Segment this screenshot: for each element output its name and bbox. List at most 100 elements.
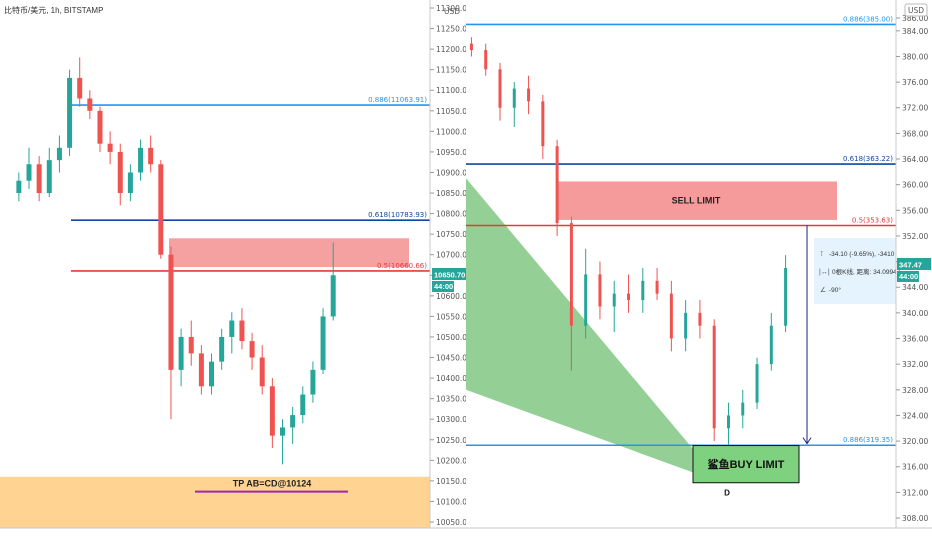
price-tick-label: 10300.00 bbox=[436, 415, 472, 424]
buy-limit-box bbox=[692, 445, 800, 484]
candle-body bbox=[148, 147, 154, 165]
candle-body bbox=[67, 77, 73, 148]
fib-levels: 0.886(11063.91) 0.618(10783.93) 0.5(10660.… bbox=[71, 96, 430, 272]
sell-zone bbox=[169, 238, 409, 268]
fib-level-label: 0.886(11063.91) bbox=[368, 96, 427, 104]
candle-body bbox=[138, 147, 144, 173]
price-tick-label: 308.00 bbox=[902, 514, 928, 523]
candle-body bbox=[755, 364, 759, 403]
price-tick-label: 356.00 bbox=[902, 206, 928, 215]
fib-level-label: 0.5(10660.66) bbox=[377, 262, 427, 270]
price-tick-label: 352.00 bbox=[902, 232, 928, 241]
fib-levels: 0.886(385.00) 0.618(363.22) 0.5(353.63) 0.8… bbox=[466, 15, 896, 447]
candle-body bbox=[209, 361, 215, 387]
left-price-tag: 10650.70 44:00 bbox=[432, 267, 466, 292]
price-tick-label: 10450.00 bbox=[436, 354, 472, 363]
fib-level-label: 0.886(319.35) bbox=[843, 436, 893, 444]
price-tick-label: 10600.00 bbox=[436, 292, 472, 301]
price-tick-label: 332.00 bbox=[902, 360, 928, 369]
candle-body bbox=[259, 357, 265, 387]
left-price-axis[interactable]: 11300.00 11250.00 11200.00 11150.00 11100.00… bbox=[430, 4, 472, 527]
countdown-value: 44:00 bbox=[899, 272, 918, 281]
right-panel[interactable]: SELL LIMIT 0.886(385.00) 0.618(363.22) 0.5… bbox=[466, 0, 931, 550]
candle-body bbox=[219, 336, 225, 362]
price-tick-label: 324.00 bbox=[902, 411, 928, 420]
price-tick-label: 320.00 bbox=[902, 437, 928, 446]
candle-body bbox=[36, 164, 42, 194]
price-tick-label: 10800.00 bbox=[436, 210, 472, 219]
candle-body bbox=[198, 353, 204, 387]
measure-tooltip: ⊺ -34.10 (-9.65%), -3410 |↔| 0根K线, 距离: 3… bbox=[814, 238, 901, 304]
price-tick-label: 10200.00 bbox=[436, 456, 472, 465]
price-tick-label: 386.00 bbox=[902, 14, 928, 23]
candle-body bbox=[168, 254, 174, 370]
price-tick-label: 11150.00 bbox=[436, 66, 472, 75]
price-tick-label: 11250.00 bbox=[436, 25, 472, 34]
candle-body bbox=[469, 43, 473, 51]
left-panel[interactable]: 0.886(11063.91) 0.618(10783.93) 0.5(10660.… bbox=[0, 0, 472, 550]
price-tick-label: 340.00 bbox=[902, 309, 928, 318]
price-tick-label: 336.00 bbox=[902, 335, 928, 344]
price-tick-label: 10250.00 bbox=[436, 436, 472, 445]
price-tick-label: 10400.00 bbox=[436, 374, 472, 383]
price-tick-label: 11300.00 bbox=[436, 4, 472, 13]
candle-body bbox=[784, 268, 788, 326]
price-tick-label: 316.00 bbox=[902, 463, 928, 472]
sell-limit-label: SELL LIMIT bbox=[672, 196, 721, 206]
candle-body bbox=[290, 415, 296, 428]
countdown-box bbox=[432, 280, 454, 292]
candle-body bbox=[584, 274, 588, 326]
measure-line2: 0根K线, 距离: 34.09947 bbox=[832, 267, 901, 276]
price-tick-label: 11100.00 bbox=[436, 86, 472, 95]
candle-body bbox=[612, 293, 616, 307]
candle-body bbox=[498, 69, 502, 108]
candle-body bbox=[97, 110, 103, 144]
price-tick-label: 364.00 bbox=[902, 155, 928, 164]
price-tick-label: 11000.00 bbox=[436, 127, 472, 136]
countdown-box bbox=[897, 270, 919, 282]
right-currency-label: USD bbox=[908, 6, 924, 15]
price-tag-value: 10650.70 bbox=[434, 270, 465, 279]
candle-body bbox=[77, 77, 83, 99]
right-price-tag: 347.47 44:00 bbox=[897, 257, 931, 282]
price-tag-box bbox=[897, 257, 931, 270]
candle-body bbox=[188, 336, 194, 354]
candle-body bbox=[280, 427, 285, 436]
candle-body bbox=[56, 147, 62, 161]
price-tick-label: 11050.00 bbox=[436, 107, 472, 116]
price-tick-label: 376.00 bbox=[902, 78, 928, 87]
left-currency-label: USD bbox=[444, 7, 460, 16]
measure-tooltip-bg bbox=[814, 238, 896, 304]
price-tick-label: 10950.00 bbox=[436, 148, 472, 157]
price-tag-box bbox=[432, 267, 466, 280]
candle-body bbox=[712, 325, 716, 429]
price-tick-label: 344.00 bbox=[902, 283, 928, 292]
candle-body bbox=[310, 369, 316, 395]
candle-body bbox=[320, 316, 326, 370]
candle-body bbox=[239, 320, 245, 342]
candle-body bbox=[117, 151, 123, 194]
fib-level-label: 0.5(353.63) bbox=[852, 217, 893, 225]
fib-level-label: 0.618(10783.93) bbox=[368, 211, 427, 219]
candle-body bbox=[684, 312, 688, 339]
candles bbox=[469, 37, 788, 461]
right-currency-badge[interactable] bbox=[904, 3, 928, 17]
candle-body bbox=[158, 164, 164, 255]
price-tick-label: 11200.00 bbox=[436, 45, 472, 54]
candle-body bbox=[698, 312, 702, 326]
price-tick-label: 372.00 bbox=[902, 104, 928, 113]
price-tick-label: 10350.00 bbox=[436, 395, 472, 404]
candle-body bbox=[229, 320, 235, 337]
candle-body bbox=[330, 275, 336, 317]
price-tick-label: 10550.00 bbox=[436, 312, 472, 321]
countdown-value: 44:00 bbox=[434, 282, 453, 291]
measure-bars-icon: |↔| bbox=[819, 269, 830, 276]
candle-body bbox=[598, 274, 602, 307]
measure-line3: -90° bbox=[829, 286, 841, 294]
candle-body bbox=[46, 160, 52, 194]
measure-line1: -34.10 (-9.65%), -3410 bbox=[829, 251, 895, 258]
candle-body bbox=[26, 164, 32, 181]
candle-body bbox=[541, 101, 545, 147]
